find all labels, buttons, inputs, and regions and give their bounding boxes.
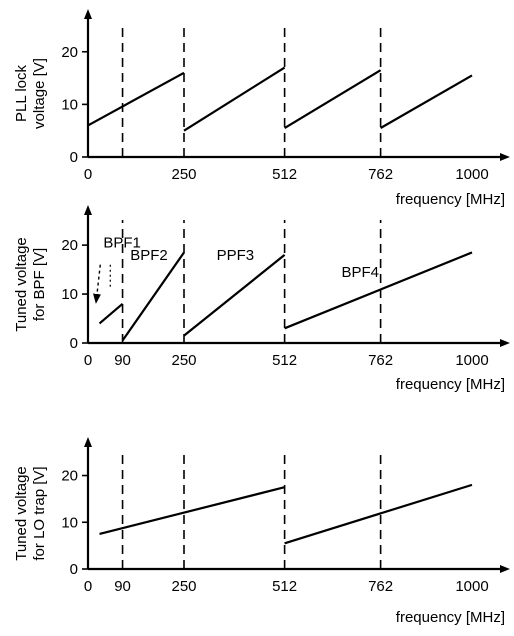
x-tick-label: 762	[368, 578, 393, 595]
x-tick-label: 1000	[455, 166, 488, 183]
x-tick-label: 512	[272, 166, 297, 183]
series-segment-2	[284, 483, 473, 545]
y-tick-label: 10	[61, 96, 78, 113]
y-tick-label: 0	[70, 561, 78, 578]
series-segment-4	[284, 251, 473, 330]
y-tick-label: 0	[70, 149, 78, 166]
x-tick-label: 90	[114, 578, 131, 595]
y-axis-label: Tuned voltagefor BPF [V]	[13, 237, 48, 332]
x-tick-label: 0	[84, 352, 92, 369]
series-segment-3	[284, 69, 382, 129]
x-tick-label: 1000	[455, 352, 488, 369]
y-tick-label: 10	[61, 286, 78, 303]
chart-panel-2: 0 10 20 0 90 250 512 762 1000 Tuned voltagefor BP…	[13, 205, 510, 393]
series-segment-1	[99, 486, 285, 536]
series-segment-3	[183, 254, 286, 337]
series-segment-2	[183, 66, 286, 132]
x-tick-label: 1000	[455, 578, 488, 595]
x-axis-label: frequency [MHz]	[396, 376, 505, 393]
x-tick-label: 512	[272, 352, 297, 369]
y-tick-label: 0	[70, 335, 78, 352]
series-segment-4	[380, 74, 473, 130]
x-tick-label: 0	[84, 578, 92, 595]
x-tick-label: 250	[171, 578, 196, 595]
y-tick-label: 10	[61, 514, 78, 531]
chart-panel-3: 0 10 20 0 90 250 512 762 1000 Tuned voltagefor LO…	[13, 437, 510, 626]
y-tick-label: 20	[61, 44, 78, 61]
annotation-bpf4: BPF4	[341, 264, 379, 281]
x-tick-label: 762	[368, 166, 393, 183]
annotation-bpf1: BPF1	[103, 235, 141, 252]
y-tick-label: 20	[61, 237, 78, 254]
y-axis-label: Tuned voltagefor LO trap [V]	[13, 466, 48, 561]
annotation-bpf2: BPF2	[130, 247, 168, 264]
series-segment-2	[121, 251, 185, 342]
y-axis-label: PLL lockvoltage [V]	[13, 58, 48, 129]
x-axis-label: frequency [MHz]	[396, 609, 505, 626]
x-tick-label: 250	[171, 166, 196, 183]
x-tick-label: 90	[114, 352, 131, 369]
bpf1-pointer-arrow	[93, 264, 101, 304]
x-tick-label: 0	[84, 166, 92, 183]
series-segment-1	[87, 71, 185, 127]
annotation-ppf3: PPF3	[217, 247, 255, 264]
x-axis-label: frequency [MHz]	[396, 191, 505, 208]
x-tick-label: 250	[171, 352, 196, 369]
chart-panel-1: 0 10 20 0 250 512 762 1000 PLL lockvoltage [V] fr…	[13, 9, 510, 208]
x-tick-label: 512	[272, 578, 297, 595]
y-tick-label: 20	[61, 468, 78, 485]
x-tick-label: 762	[368, 352, 393, 369]
series-segment-1	[98, 303, 124, 325]
